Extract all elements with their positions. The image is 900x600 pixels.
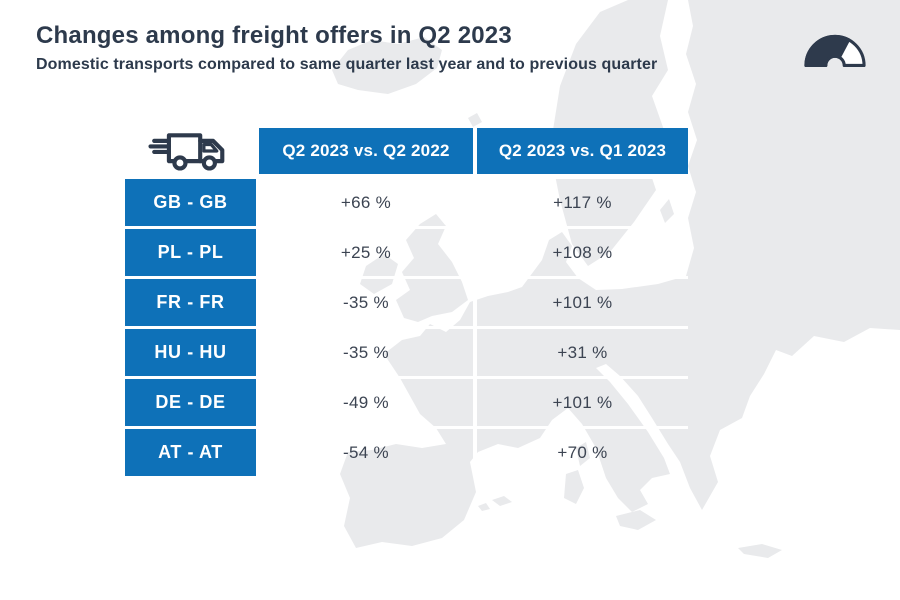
table-corner-truck-cell bbox=[125, 128, 259, 179]
title-block: Changes among freight offers in Q2 2023 … bbox=[36, 22, 657, 74]
column-header-vs-q2-2022: Q2 2023 vs. Q2 2022 bbox=[259, 128, 477, 179]
value-at-vs-q1-2023: +70 % bbox=[557, 442, 608, 462]
row-label-de: DE - DE bbox=[125, 379, 259, 429]
value-fr-vs-q1-2023: +101 % bbox=[477, 279, 688, 329]
speedometer-gauge-icon bbox=[804, 34, 866, 68]
freight-truck-icon bbox=[147, 133, 224, 171]
map-great-britain bbox=[396, 214, 468, 322]
column-header-vs-q1-2023: Q2 2023 vs. Q1 2023 bbox=[477, 128, 688, 179]
map-sicily bbox=[616, 510, 656, 530]
value-hu-vs-q2-2022: -35 % bbox=[259, 329, 477, 379]
row-label-at: AT - AT bbox=[125, 429, 259, 476]
value-de-vs-q1-2023: +101 % bbox=[477, 379, 688, 429]
page-title: Changes among freight offers in Q2 2023 bbox=[36, 22, 512, 49]
value-hu-vs-q1-2023: +31 % bbox=[477, 329, 688, 379]
value-pl-vs-q2-2022: +25 % bbox=[259, 229, 477, 279]
map-iceland bbox=[332, 37, 442, 94]
map-crete bbox=[738, 544, 782, 558]
row-label-fr: FR - FR bbox=[125, 279, 259, 329]
row-label-pl: PL - PL bbox=[125, 229, 259, 279]
map-ireland bbox=[360, 254, 398, 294]
value-gb-vs-q2-2022: +66 % bbox=[259, 179, 477, 229]
page-subtitle: Domestic transports compared to same qua… bbox=[36, 55, 658, 73]
value-gb-vs-q1-2023: +117 % bbox=[477, 179, 688, 229]
row-label-hu: HU - HU bbox=[125, 329, 259, 379]
map-continent bbox=[340, 0, 900, 548]
value-fr-vs-q2-2022: -35 % bbox=[259, 279, 477, 329]
value-at-vs-q2-2022: -54 % bbox=[259, 429, 477, 476]
freight-changes-table: Q2 2023 vs. Q2 2022 Q2 2023 vs. Q1 2023 … bbox=[125, 128, 688, 476]
value-pl-vs-q1-2023: +108 % bbox=[477, 229, 688, 279]
row-label-gb: GB - GB bbox=[125, 179, 259, 229]
value-de-vs-q2-2022: -49 % bbox=[259, 379, 477, 429]
